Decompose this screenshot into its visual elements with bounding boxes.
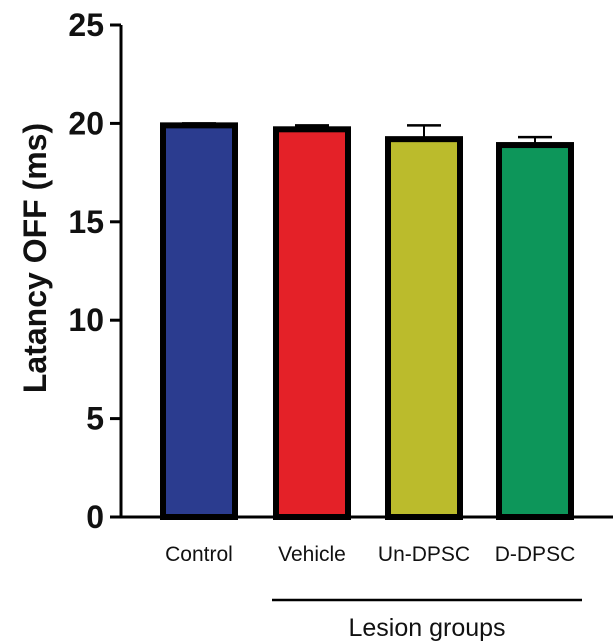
x-category-label: Vehicle xyxy=(278,543,346,566)
y-tick-label: 10 xyxy=(68,302,104,338)
y-tick-label: 25 xyxy=(68,7,104,43)
x-category-label: Un-DPSC xyxy=(378,543,470,566)
bar-vehicle xyxy=(273,126,351,521)
x-category-label: D-DPSC xyxy=(495,543,576,566)
x-axis-group-title: Lesion groups xyxy=(348,614,505,642)
bar-un-dpsc xyxy=(385,136,463,520)
y-tick-label: 15 xyxy=(68,204,104,240)
y-tick-label: 5 xyxy=(86,401,104,437)
x-category-label: Control xyxy=(165,543,233,566)
y-tick-label: 20 xyxy=(68,105,104,141)
bar-control xyxy=(160,122,238,520)
bar-d-dpsc xyxy=(496,142,574,520)
y-tick-label: 0 xyxy=(86,499,104,535)
labels-layer: 0 5 10 15 20 25 Control Vehicle Un-DPSC D-DPSC Les… xyxy=(17,7,575,642)
bars-layer xyxy=(160,122,574,521)
y-axis-title: Latancy OFF (ms) xyxy=(17,123,53,393)
